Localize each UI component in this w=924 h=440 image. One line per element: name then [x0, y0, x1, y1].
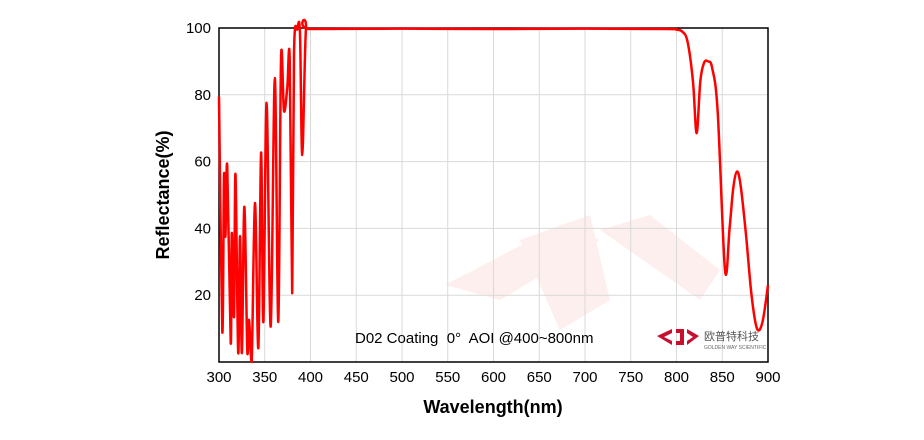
y-axis-title: Reflectance(%): [153, 130, 173, 259]
x-tick-label: 900: [755, 369, 780, 386]
logo-subtitle: GOLDEN WAY SCIENTIFIC: [704, 345, 767, 351]
brand-logo: 欧普特科技 GOLDEN WAY SCIENTIFIC: [657, 329, 767, 351]
x-tick-label: 850: [710, 369, 735, 386]
y-tick-label: 100: [186, 20, 211, 37]
x-tick-label: 400: [298, 369, 323, 386]
logo-mark: [657, 329, 699, 345]
x-tick-label: 600: [481, 369, 506, 386]
y-tick-label: 80: [194, 87, 211, 104]
x-tick-labels: 300 350 400 450 500 550 600 650 700 750 800 850 900: [206, 369, 780, 386]
x-axis-title: Wavelength(nm): [423, 397, 562, 417]
y-tick-labels: 20 40 60 80 100: [186, 20, 211, 304]
series-layer: [217, 18, 770, 364]
y-tick-label: 20: [194, 287, 211, 304]
x-tick-label: 700: [572, 369, 597, 386]
watermark-logo: [445, 215, 720, 330]
x-tick-label: 450: [344, 369, 369, 386]
x-tick-label: 500: [389, 369, 414, 386]
x-tick-label: 650: [527, 369, 552, 386]
y-tick-label: 60: [194, 154, 211, 171]
chart-annotation: D02 Coating 0° AOI @400~800nm: [355, 330, 593, 347]
x-tick-label: 300: [206, 369, 231, 386]
x-tick-label: 350: [252, 369, 277, 386]
series-line-0: [217, 18, 770, 364]
x-tick-label: 750: [618, 369, 643, 386]
x-tick-label: 550: [435, 369, 460, 386]
y-tick-label: 40: [194, 220, 211, 237]
logo-name: 欧普特科技: [704, 329, 759, 343]
x-tick-label: 800: [664, 369, 689, 386]
